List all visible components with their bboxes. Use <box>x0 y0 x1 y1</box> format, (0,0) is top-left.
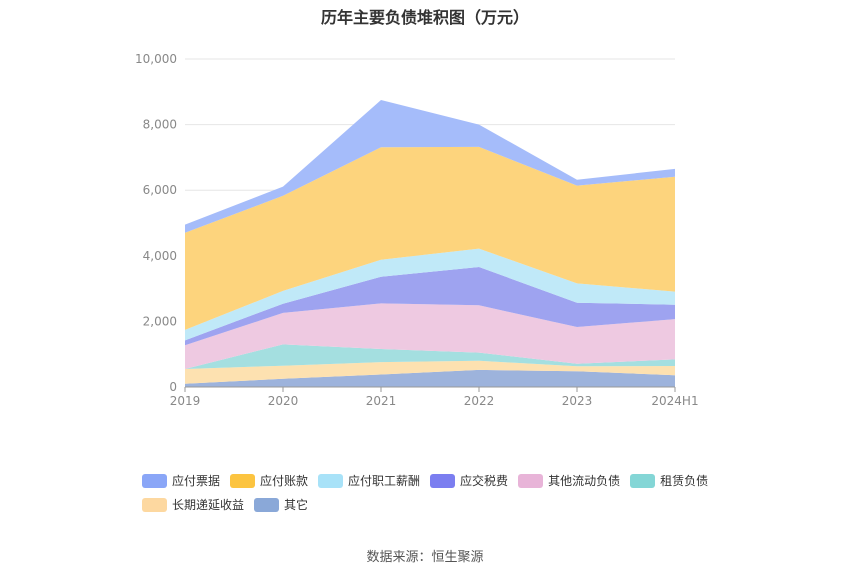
x-tick-label: 2022 <box>464 394 495 408</box>
y-tick-label: 8,000 <box>143 118 177 132</box>
y-tick-label: 4,000 <box>143 249 177 263</box>
data-source: 数据来源：恒生聚源 <box>366 550 484 565</box>
area-其他流动负债 <box>185 303 675 369</box>
legend-label: 应付票据 <box>172 474 221 488</box>
area-其它 <box>185 369 675 387</box>
area-应付账款 <box>185 146 675 330</box>
axes <box>184 386 676 392</box>
area-租赁负债 <box>185 344 675 369</box>
legend-item[interactable]: 应付职工薪酬 <box>318 472 420 489</box>
area-series <box>185 100 675 387</box>
legend-swatch <box>630 473 656 488</box>
stacked-area-chart: 0 2,000 4,000 6,000 8,000 10,000 2019 2020 2021… <box>135 52 699 408</box>
y-tick-labels: 0 2,000 4,000 6,000 8,000 10,000 <box>135 52 177 394</box>
legend-swatch <box>230 473 256 488</box>
legend-swatch <box>142 497 167 512</box>
legend-label: 其他流动负债 <box>548 474 621 488</box>
legend-label: 应付账款 <box>260 474 309 488</box>
y-tick-label: 10,000 <box>135 52 177 66</box>
legend-swatch <box>430 473 456 488</box>
x-tick-label: 2019 <box>170 394 201 408</box>
legend: 应付票据 应付账款 应付职工薪酬 应交税费 其他流动负债 租赁负债长期递延收益 其它 <box>142 472 742 520</box>
y-tick-label: 2,000 <box>143 314 177 328</box>
area-应付职工薪酬 <box>185 248 675 341</box>
legend-swatch <box>142 473 167 488</box>
x-tick-label: 2023 <box>562 394 593 408</box>
legend-swatch <box>254 497 280 512</box>
y-tick-label: 6,000 <box>143 183 177 197</box>
legend-item[interactable]: 应付票据 <box>142 472 220 489</box>
legend-item[interactable]: 应付账款 <box>230 472 308 489</box>
x-tick-labels: 2019 2020 2021 2022 2023 2024H1 <box>170 394 699 408</box>
area-长期递延收益 <box>185 360 675 384</box>
legend-item[interactable]: 长期递延收益 <box>142 496 244 513</box>
legend-label: 应交税费 <box>460 474 509 488</box>
x-tick-label: 2021 <box>366 394 397 408</box>
legend-label: 其它 <box>284 498 309 512</box>
legend-label: 租赁负债 <box>660 474 709 488</box>
legend-swatch <box>518 473 544 488</box>
y-tick-label: 0 <box>169 380 177 394</box>
legend-label: 长期递延收益 <box>172 498 245 512</box>
area-应付票据 <box>185 100 675 233</box>
legend-item[interactable]: 其他流动负债 <box>518 472 620 489</box>
area-应交税费 <box>185 267 675 346</box>
x-tick-label: 2024H1 <box>651 394 698 408</box>
chart-title: 历年主要负债堆积图（万元） <box>320 8 529 27</box>
legend-item[interactable]: 租赁负债 <box>630 472 708 489</box>
x-tick-label: 2020 <box>268 394 299 408</box>
legend-label: 应付职工薪酬 <box>348 474 421 488</box>
legend-swatch <box>318 473 344 488</box>
legend-item[interactable]: 其它 <box>254 496 308 513</box>
legend-item[interactable]: 应交税费 <box>430 472 508 489</box>
